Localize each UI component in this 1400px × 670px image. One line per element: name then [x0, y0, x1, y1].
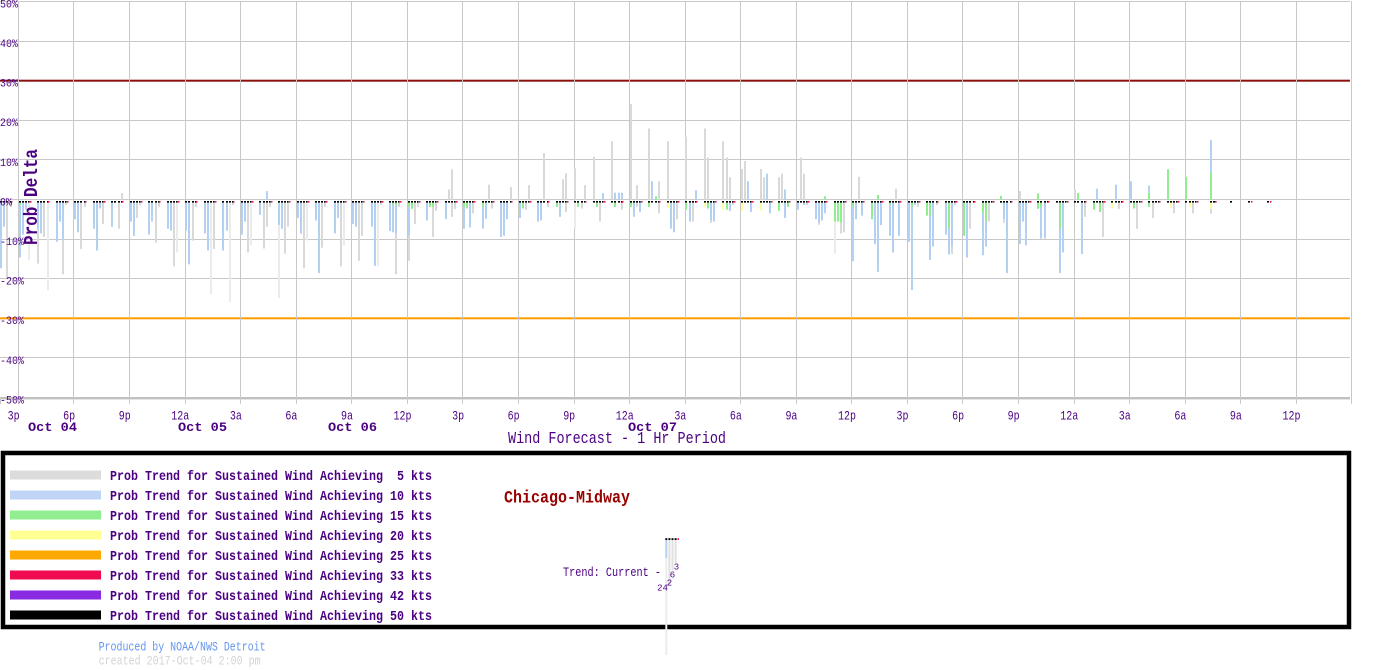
svg-text:3p: 3p [452, 410, 464, 424]
svg-text:10%: 10% [0, 158, 18, 170]
svg-text:12p: 12p [394, 410, 412, 424]
svg-text:12p: 12p [1282, 410, 1300, 424]
svg-text:9p: 9p [1008, 410, 1020, 424]
svg-text:Prob Trend for Sustained Wind: Prob Trend for Sustained Wind Achieving … [110, 529, 432, 545]
svg-text:Prob Trend for Sustained Wind: Prob Trend for Sustained Wind Achieving … [110, 589, 432, 605]
svg-text:6a: 6a [730, 410, 742, 424]
svg-text:Prob Trend for Sustained Wind: Prob Trend for Sustained Wind Achieving … [110, 609, 432, 625]
svg-text:0%: 0% [0, 197, 12, 209]
svg-text:24: 24 [657, 584, 668, 594]
svg-text:-30%: -30% [0, 316, 24, 328]
svg-text:6p: 6p [952, 410, 964, 424]
svg-text:12p: 12p [838, 410, 856, 424]
svg-text:30%: 30% [0, 79, 18, 91]
svg-text:3: 3 [674, 563, 679, 573]
svg-text:12a: 12a [171, 410, 189, 424]
svg-text:9a: 9a [341, 410, 353, 424]
svg-text:6a: 6a [285, 410, 297, 424]
svg-text:Wind Forecast - 1 Hr Period: Wind Forecast - 1 Hr Period [508, 430, 726, 449]
svg-text:-20%: -20% [0, 277, 24, 289]
svg-text:6a: 6a [1174, 410, 1186, 424]
svg-text:3a: 3a [230, 410, 242, 424]
svg-text:Oct 04: Oct 04 [28, 421, 78, 435]
svg-text:Prob Trend for Sustained Wind: Prob Trend for Sustained Wind Achieving … [110, 509, 432, 525]
svg-text:9a: 9a [785, 410, 797, 424]
svg-text:3p: 3p [8, 410, 20, 424]
svg-text:9p: 9p [563, 410, 575, 424]
svg-text:12a: 12a [1060, 410, 1078, 424]
svg-text:-40%: -40% [0, 356, 24, 368]
svg-text:Produced by NOAA/NWS Detroit: Produced by NOAA/NWS Detroit [99, 640, 266, 655]
svg-text:9a: 9a [1230, 410, 1242, 424]
svg-text:Oct 07: Oct 07 [628, 421, 677, 435]
svg-text:3p: 3p [897, 410, 909, 424]
svg-text:created 2017-Oct-04 2:00 pm: created 2017-Oct-04 2:00 pm [99, 654, 261, 669]
svg-text:50%: 50% [0, 0, 18, 11]
svg-text:2: 2 [667, 579, 672, 589]
svg-text:6p: 6p [63, 410, 75, 424]
svg-text:6: 6 [670, 571, 675, 581]
svg-text:20%: 20% [0, 118, 18, 130]
svg-text:Prob Trend for Sustained Wind: Prob Trend for Sustained Wind Achieving … [110, 549, 432, 565]
svg-text:3a: 3a [1119, 410, 1131, 424]
svg-text:Oct 05: Oct 05 [178, 421, 227, 435]
svg-text:3a: 3a [674, 410, 686, 424]
svg-text:Prob Trend for Sustained Wind: Prob Trend for Sustained Wind Achieving … [110, 469, 432, 485]
svg-text:40%: 40% [0, 39, 18, 51]
svg-text:-50%: -50% [0, 395, 24, 407]
svg-text:Prob Trend for Sustained Wind: Prob Trend for Sustained Wind Achieving … [110, 489, 432, 505]
svg-text:Trend: Current -: Trend: Current - [563, 565, 661, 580]
svg-text:-10%: -10% [0, 237, 24, 249]
svg-text:Oct 06: Oct 06 [328, 421, 377, 435]
svg-text:Prob Delta: Prob Delta [21, 149, 43, 245]
svg-text:12a: 12a [616, 410, 634, 424]
svg-text:Chicago-Midway: Chicago-Midway [504, 489, 630, 509]
svg-text:Prob Trend for Sustained Wind: Prob Trend for Sustained Wind Achieving … [110, 569, 432, 585]
svg-text:9p: 9p [119, 410, 131, 424]
svg-text:6p: 6p [508, 410, 520, 424]
